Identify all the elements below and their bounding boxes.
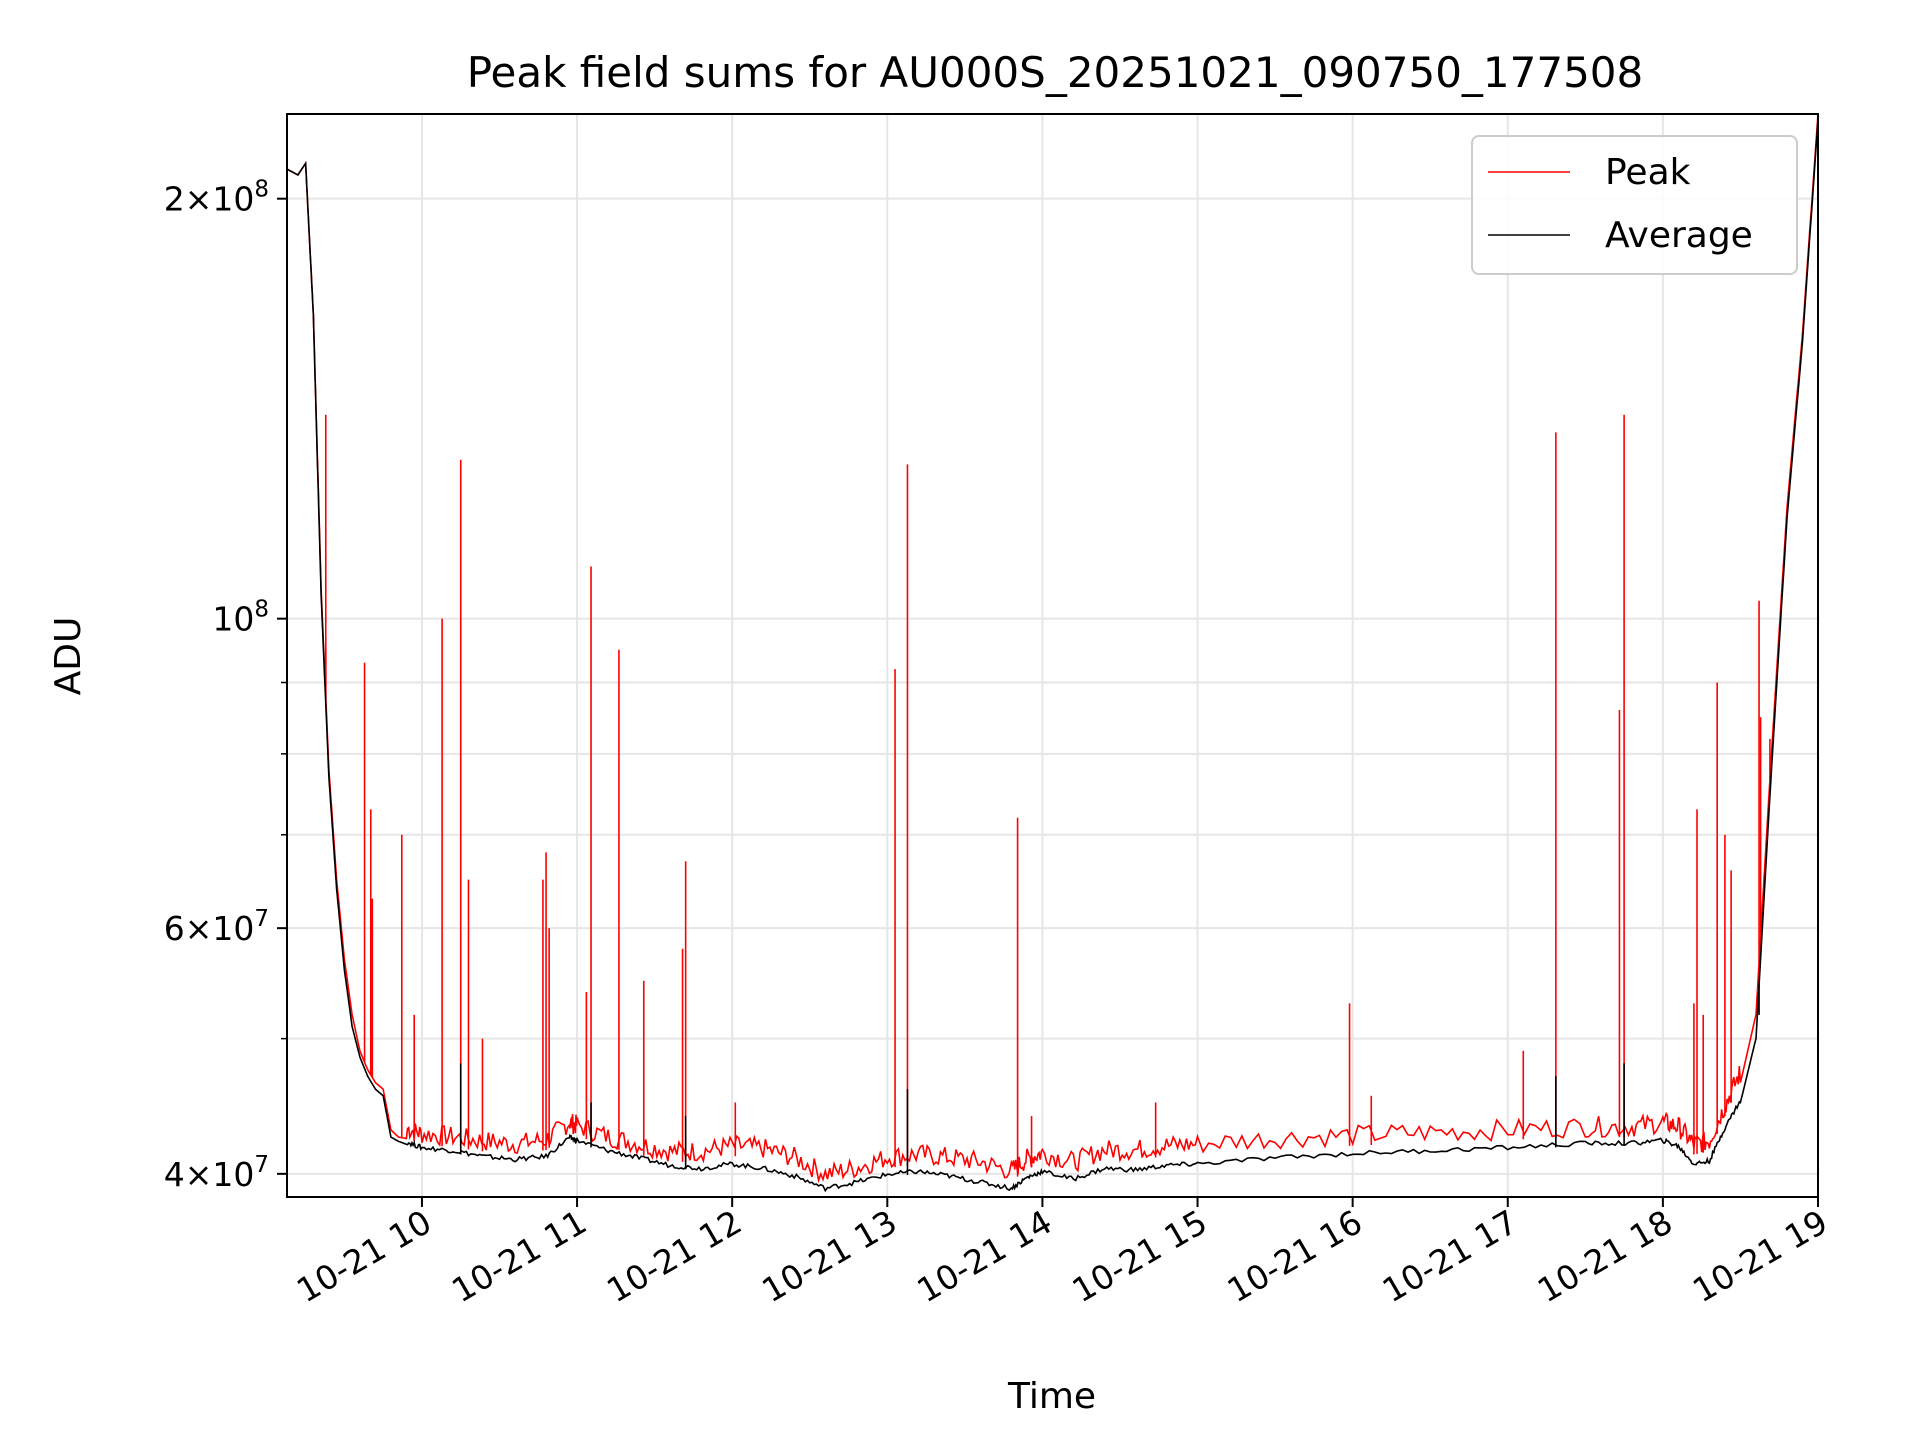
legend-average-label: Average [1605,215,1753,256]
series-peak [287,114,1818,1184]
legend-peak-label: Peak [1605,152,1691,193]
y-tick-label-0: 4×107 [164,1152,269,1194]
y-axis-label: ADU [48,617,89,696]
series-average [287,119,1818,1193]
y-tick-label-1: 6×107 [164,906,269,948]
y-axis-ticks: 4×107 6×107 108 2×108 [164,177,287,1194]
axes-frame [286,113,1819,1198]
series-line-average [287,119,1818,1193]
x-axis-label: Time [1007,1376,1096,1417]
chart-title: Peak field sums for AU000S_20251021_0907… [467,48,1644,97]
y-tick-label-2: 108 [212,597,269,639]
legend-box [1471,135,1798,275]
series-line-peak [287,114,1818,1184]
plot-area [287,114,1818,1193]
y-tick-label-3: 2×108 [164,177,269,219]
legend: Peak Average [1471,135,1798,275]
